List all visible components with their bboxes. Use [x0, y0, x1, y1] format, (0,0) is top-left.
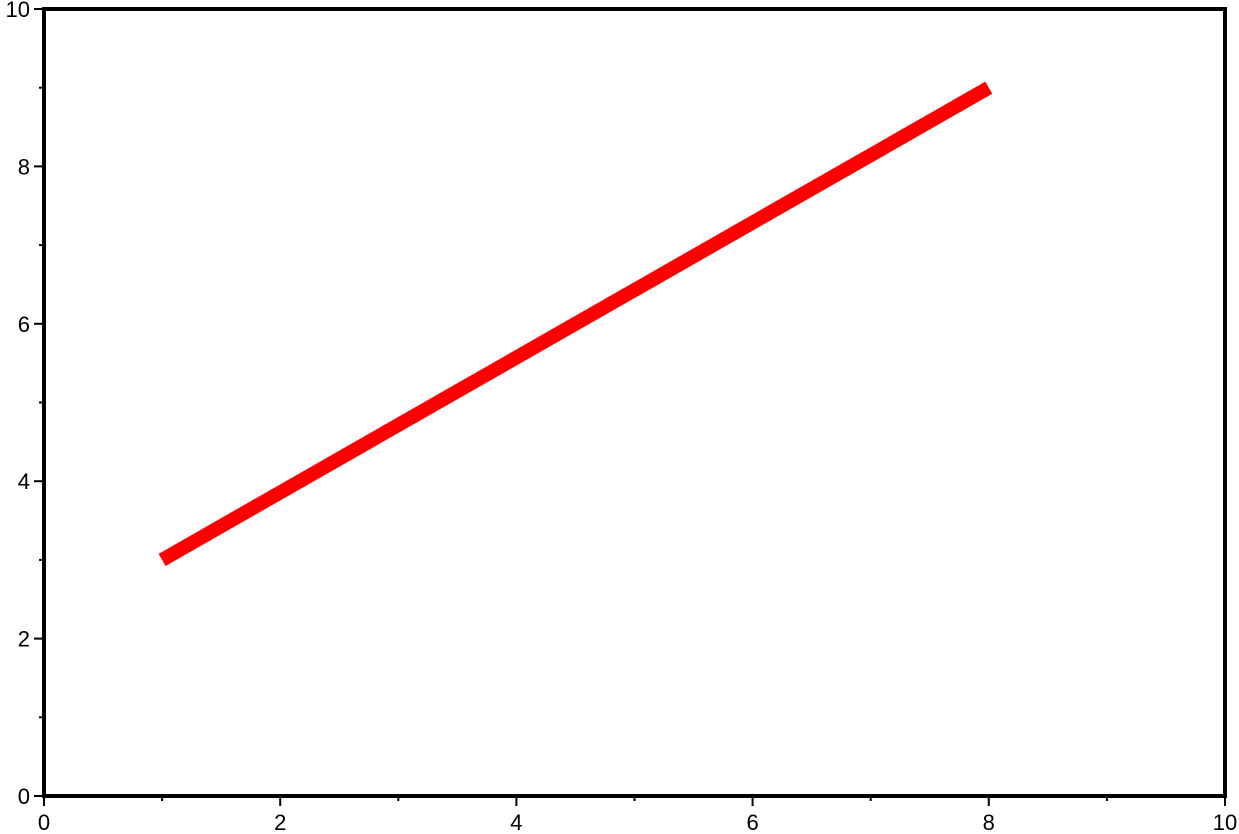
y-tick-label: 8 — [18, 154, 30, 179]
x-tick-label: 2 — [274, 810, 286, 834]
y-tick-label: 10 — [6, 0, 30, 22]
tick-labels: 0 2 4 6 8 10 0 2 4 6 8 10 — [6, 0, 1238, 834]
x-tick-label: 0 — [38, 810, 50, 834]
y-tick-label: 0 — [18, 784, 30, 809]
series-layer — [158, 81, 993, 566]
axis-ticks — [34, 8, 1226, 806]
x-tick-label: 6 — [746, 810, 758, 834]
x-tick-label: 10 — [1213, 810, 1237, 834]
x-tick-label: 4 — [510, 810, 522, 834]
plot-frame — [42, 7, 1227, 798]
series-line — [158, 81, 993, 566]
x-tick-label: 8 — [983, 810, 995, 834]
y-tick-label: 2 — [18, 627, 30, 652]
y-tick-label: 4 — [18, 469, 30, 494]
y-tick-label: 6 — [18, 312, 30, 337]
